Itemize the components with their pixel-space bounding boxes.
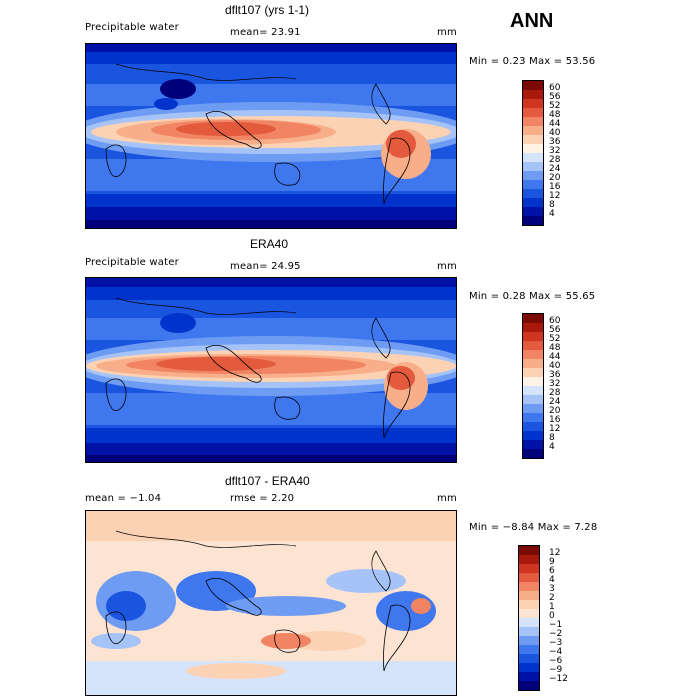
panel1-cb-tick: 56 <box>549 92 561 102</box>
panel2-cb-tick: 32 <box>549 379 561 389</box>
panel2-cb-tick: 24 <box>549 397 561 407</box>
panel2-cb-tick: 12 <box>549 424 561 434</box>
panel2-cb-tick: 48 <box>549 343 561 353</box>
panel2-map <box>85 277 457 463</box>
panel2-title: ERA40 <box>250 237 289 251</box>
panel1-minmax: Min = 0.23 Max = 53.56 <box>469 56 596 67</box>
panel1-cb-tick: 44 <box>549 119 561 129</box>
panel1-cb-tick: 24 <box>549 164 561 174</box>
panel2-cb-tick: 60 <box>549 316 561 326</box>
panel3-cb-tick: −9 <box>549 665 563 675</box>
panel2-cb-tick: 8 <box>549 433 555 443</box>
panel3-title: dflt107 - ERA40 <box>225 474 310 488</box>
panel1-cb-tick: 16 <box>549 182 561 192</box>
panel3-cb-tick: 0 <box>549 611 555 621</box>
panel1-variable-label: Precipitable water <box>85 22 179 33</box>
panel3-cb-tick: −12 <box>549 674 568 684</box>
panel2-cb-tick: 28 <box>549 388 561 398</box>
panel3-cb-tick: 3 <box>549 584 555 594</box>
panel1-map <box>85 43 457 229</box>
panel1-cb-tick: 20 <box>549 173 561 183</box>
panel2-unit: mm <box>437 261 457 272</box>
panel3-cb-tick: 12 <box>549 548 561 558</box>
panel2-cb-tick: 4 <box>549 442 555 452</box>
panel2-cb-tick: 56 <box>549 325 561 335</box>
panel3-minmax: Min = −8.84 Max = 7.28 <box>469 522 598 533</box>
panel3-mean-label: mean = −1.04 <box>85 493 162 504</box>
panel3-cb-tick: 9 <box>549 557 555 567</box>
panel1-cb-tick: 60 <box>549 83 561 93</box>
panel1-cb-tick: 32 <box>549 146 561 156</box>
panel1-cb-tick: 36 <box>549 137 561 147</box>
panel3-cb-tick: 1 <box>549 602 555 612</box>
panel1-cb-tick: 48 <box>549 110 561 120</box>
panel1-cb-tick: 40 <box>549 128 561 138</box>
panel3-cb-tick: 2 <box>549 593 555 603</box>
panel1-cb-tick: 12 <box>549 191 561 201</box>
panel2-minmax: Min = 0.28 Max = 55.65 <box>469 291 596 302</box>
season-label: ANN <box>510 10 554 32</box>
panel3-cb-tick: −4 <box>549 647 563 657</box>
panel1-title: dflt107 (yrs 1-1) <box>225 3 310 17</box>
panel1-cb-tick: 28 <box>549 155 561 165</box>
panel2-variable-label: Precipitable water <box>85 257 179 268</box>
panel2-cb-tick: 40 <box>549 361 561 371</box>
panel3-map-field <box>86 511 456 695</box>
panel3-cb-tick: 6 <box>549 566 555 576</box>
panel1-colorbar <box>522 80 544 226</box>
panel3-cb-tick: −3 <box>549 638 563 648</box>
panel2-cb-tick: 16 <box>549 415 561 425</box>
panel2-map-field <box>86 278 456 462</box>
panel1-cb-tick: 8 <box>549 200 555 210</box>
panel2-cb-tick: 44 <box>549 352 561 362</box>
panel3-cb-tick: −1 <box>549 620 563 630</box>
panel2-colorbar <box>522 313 544 459</box>
panel1-map-field <box>86 44 456 228</box>
panel1-mean-label: mean= 23.91 <box>230 27 301 38</box>
panel2-cb-tick: 52 <box>549 334 561 344</box>
panel3-rmse-label: rmse = 2.20 <box>230 493 295 504</box>
panel3-cb-tick: −6 <box>549 656 563 666</box>
panel2-cb-tick: 36 <box>549 370 561 380</box>
panel3-cb-tick: 4 <box>549 575 555 585</box>
panel1-cb-tick: 52 <box>549 101 561 111</box>
panel3-cb-tick: −2 <box>549 629 563 639</box>
panel3-unit: mm <box>437 493 457 504</box>
panel3-colorbar <box>518 545 540 691</box>
panel1-cb-tick: 4 <box>549 209 555 219</box>
panel1-unit: mm <box>437 27 457 38</box>
panel2-cb-tick: 20 <box>549 406 561 416</box>
panel3-map <box>85 510 457 696</box>
panel2-mean-label: mean= 24.95 <box>230 261 301 272</box>
